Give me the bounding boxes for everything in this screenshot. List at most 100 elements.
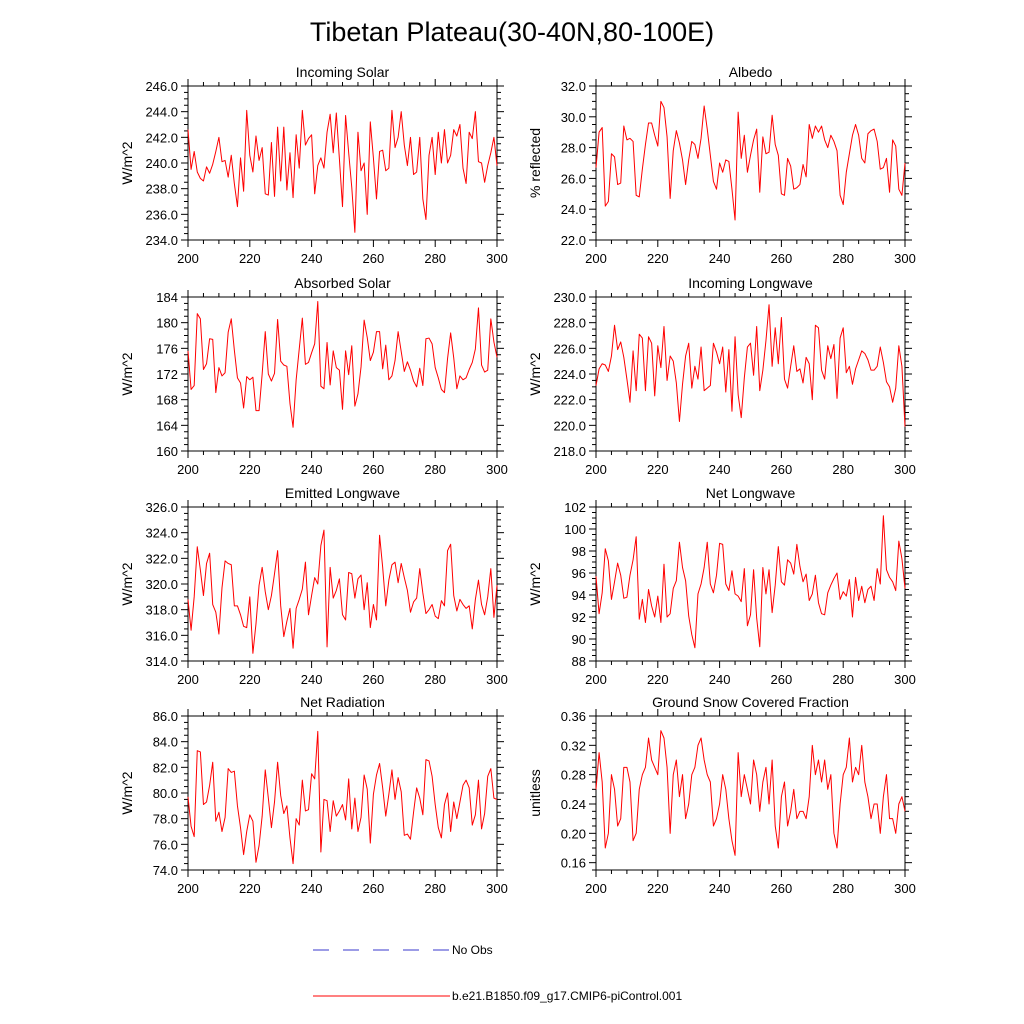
chart-panel-4: Emitted Longwave 200 220 240 260 280 300 314.0 3… (119, 485, 508, 687)
panels: Incoming Solar 200 220 240 260 280 300 234.0 236… (119, 64, 916, 896)
x-tick-label: 260 (771, 251, 793, 266)
series-line-0 (187, 529, 498, 654)
y-tick-label: 184 (156, 290, 178, 305)
x-tick-label: 280 (424, 462, 446, 477)
x-tick-label: 220 (239, 462, 261, 477)
x-tick-label: 200 (177, 251, 199, 266)
y-tick-label: 160 (156, 444, 178, 459)
x-tick-label: 280 (832, 881, 854, 896)
y-tick-label: 176 (156, 341, 178, 356)
y-tick-label: 226.0 (553, 341, 586, 356)
y-tick-label: 222.0 (553, 393, 586, 408)
x-tick-label: 300 (486, 251, 508, 266)
y-tick-label: 164 (156, 418, 178, 433)
legend-entry-model: b.e21.B1850.f09_g17.CMIP6-piControl.001 (313, 989, 682, 1003)
y-tick-label: 320.0 (145, 577, 178, 592)
x-tick-label: 300 (486, 881, 508, 896)
y-tick-label: 218.0 (553, 444, 586, 459)
series-line-0 (595, 304, 906, 427)
y-tick-label: 326.0 (145, 500, 178, 515)
y-axis-label: W/m^2 (119, 562, 135, 605)
y-tick-label: 0.24 (561, 797, 586, 812)
y-tick-label: 168 (156, 393, 178, 408)
y-tick-label: 244.0 (145, 105, 178, 120)
x-tick-label: 220 (647, 672, 669, 687)
y-tick-label: 0.20 (561, 826, 586, 841)
chart-panel-3: Incoming Longwave 200 220 240 260 280 300 218.0… (527, 275, 916, 477)
x-tick-label: 300 (894, 881, 916, 896)
y-tick-label: 74.0 (153, 863, 178, 878)
x-tick-label: 260 (363, 462, 385, 477)
x-tick-label: 220 (239, 881, 261, 896)
x-tick-label: 300 (894, 462, 916, 477)
y-tick-label: 246.0 (145, 79, 178, 94)
x-tick-label: 280 (424, 251, 446, 266)
y-tick-label: 220.0 (553, 418, 586, 433)
y-tick-label: 28.0 (561, 141, 586, 156)
y-tick-label: 96 (572, 566, 586, 581)
x-tick-label: 220 (647, 251, 669, 266)
y-tick-label: 76.0 (153, 837, 178, 852)
y-tick-label: 234.0 (145, 233, 178, 248)
y-tick-label: 90 (572, 632, 586, 647)
x-tick-label: 200 (585, 462, 607, 477)
y-tick-label: 318.0 (145, 603, 178, 618)
y-tick-label: 102 (564, 500, 586, 515)
series-line-0 (187, 109, 498, 233)
x-tick-label: 300 (894, 672, 916, 687)
x-tick-label: 220 (647, 462, 669, 477)
x-tick-label: 200 (585, 881, 607, 896)
x-tick-label: 260 (771, 881, 793, 896)
legend-label-obs: No Obs (452, 943, 493, 957)
y-axis-label: unitless (527, 769, 543, 816)
y-tick-label: 0.28 (561, 768, 586, 783)
y-tick-label: 242.0 (145, 130, 178, 145)
y-tick-label: 22.0 (561, 233, 586, 248)
x-tick-label: 300 (486, 462, 508, 477)
x-tick-label: 260 (771, 672, 793, 687)
x-tick-label: 260 (363, 251, 385, 266)
x-tick-label: 240 (301, 881, 323, 896)
series-line-0 (595, 100, 906, 221)
chart-title: Net Longwave (706, 485, 796, 501)
chart-title: Albedo (729, 64, 773, 80)
chart-title: Incoming Longwave (688, 275, 813, 291)
y-tick-label: 24.0 (561, 202, 586, 217)
y-tick-label: 322.0 (145, 551, 178, 566)
y-tick-label: 230.0 (553, 290, 586, 305)
x-tick-label: 260 (363, 881, 385, 896)
y-tick-label: 30.0 (561, 110, 586, 125)
y-tick-label: 180 (156, 316, 178, 331)
x-tick-label: 240 (709, 462, 731, 477)
y-tick-label: 84.0 (153, 735, 178, 750)
y-tick-label: 172 (156, 367, 178, 382)
y-tick-label: 94 (572, 588, 586, 603)
x-tick-label: 300 (486, 672, 508, 687)
y-tick-label: 80.0 (153, 786, 178, 801)
series-line-0 (187, 300, 498, 428)
series-line-0 (187, 730, 498, 865)
x-tick-label: 200 (177, 672, 199, 687)
y-axis-label: W/m^2 (527, 562, 543, 605)
y-tick-label: 0.16 (561, 856, 586, 871)
y-tick-label: 82.0 (153, 760, 178, 775)
x-tick-label: 240 (301, 672, 323, 687)
x-tick-label: 260 (363, 672, 385, 687)
y-tick-label: 316.0 (145, 628, 178, 643)
x-tick-label: 240 (301, 462, 323, 477)
x-tick-label: 280 (832, 462, 854, 477)
chart-title: Net Radiation (300, 694, 385, 710)
x-tick-label: 220 (239, 251, 261, 266)
chart-panel-7: Ground Snow Covered Fraction 200 220 240 260… (527, 694, 916, 896)
y-tick-label: 240.0 (145, 156, 178, 171)
chart-panel-1: Albedo 200 220 240 260 280 300 22.0 24.0 26.0 28.0… (527, 64, 916, 266)
y-axis-label: W/m^2 (119, 352, 135, 395)
legend: No Obs b.e21.B1850.f09_g17.CMIP6-piContr… (313, 943, 682, 1003)
y-tick-label: 0.36 (561, 709, 586, 724)
chart-title: Absorbed Solar (294, 275, 391, 291)
y-axis-label: W/m^2 (527, 352, 543, 395)
x-tick-label: 220 (239, 672, 261, 687)
x-tick-label: 240 (709, 251, 731, 266)
